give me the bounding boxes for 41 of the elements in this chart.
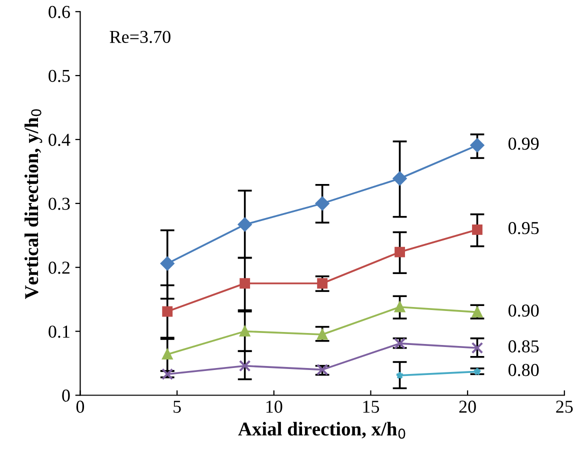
series-label: 0.90 <box>508 304 539 317</box>
y-tick-label: 0.1 <box>48 326 70 338</box>
point <box>472 306 482 318</box>
x-tick-label: 25 <box>556 400 573 413</box>
point <box>240 278 250 289</box>
x-tick-label: 20 <box>459 400 476 413</box>
x-tick-label: 15 <box>363 400 380 413</box>
y-tick-label: 0.3 <box>48 198 70 210</box>
series-label: 0.99 <box>508 138 539 150</box>
y-tick-label: 0.2 <box>48 262 70 274</box>
point <box>392 172 407 186</box>
x-tick-label: 0 <box>76 400 84 413</box>
point <box>161 368 174 380</box>
point <box>240 326 250 337</box>
point <box>472 224 482 235</box>
point <box>396 371 404 379</box>
point <box>162 349 173 360</box>
annotation: Re=3.70 <box>110 30 170 44</box>
y-tick-label: 0.4 <box>48 134 70 146</box>
point <box>317 278 328 289</box>
point <box>317 329 328 340</box>
point <box>160 256 174 270</box>
point <box>315 196 330 210</box>
series-label: 0.80 <box>508 364 539 376</box>
point <box>162 306 173 317</box>
series-label: 0.85 <box>508 340 539 353</box>
x-axis-title: Axial direction, x/h$_{0}$ <box>238 422 406 439</box>
point <box>394 302 405 312</box>
point <box>471 342 484 354</box>
y-tick-label: 0.5 <box>48 70 70 82</box>
point <box>470 138 484 152</box>
point <box>238 360 251 372</box>
y-tick-label: 0.6 <box>48 6 70 18</box>
point <box>473 367 482 376</box>
series-label: 0.95 <box>508 222 539 234</box>
point <box>238 218 252 232</box>
y-tick-label: 0 <box>62 390 70 402</box>
x-tick-label: 5 <box>174 400 181 413</box>
x-tick-label: 10 <box>266 400 282 413</box>
y-axis-title: Vertical direction, y/h$_{0}$ <box>24 109 42 299</box>
point <box>394 246 405 258</box>
